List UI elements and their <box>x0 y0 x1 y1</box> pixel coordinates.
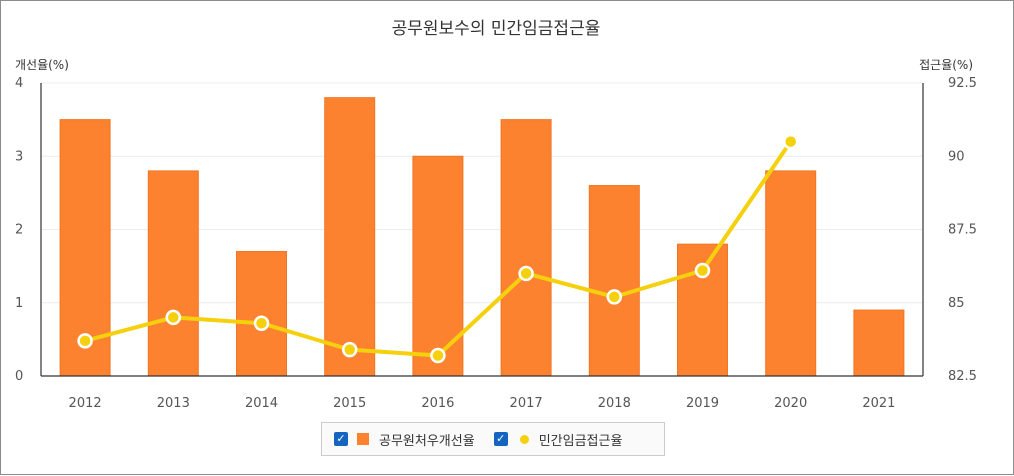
legend-label-bar: 공무원처우개선율 <box>379 433 475 449</box>
left-tick-label: 2 <box>15 223 23 238</box>
line-point-2014 <box>253 315 270 332</box>
x-tick-label: 2016 <box>421 396 454 411</box>
x-tick-label: 2013 <box>157 396 190 411</box>
legend-item-bar[interactable]: ✓ 공무원처우개선율 <box>334 430 475 449</box>
legend-swatch-line <box>519 434 529 444</box>
line-point-2016 <box>430 347 446 364</box>
right-tick-label: 90 <box>948 149 965 164</box>
bar-2017 <box>500 119 552 377</box>
line-point-2012 <box>77 333 93 349</box>
x-tick-label: 2021 <box>862 396 895 411</box>
legend-item-line[interactable]: ✓ 민간임금접근율 <box>493 430 623 449</box>
x-tick-label: 2020 <box>774 396 807 411</box>
bar-2018 <box>588 185 640 377</box>
bar-2020 <box>765 170 817 377</box>
line-point-2019 <box>694 262 711 279</box>
chart-title: 공무원보수의 민간임금접근율 <box>392 19 601 39</box>
bar-2021 <box>853 309 905 377</box>
legend-swatch-bar <box>357 433 369 445</box>
legend-checkbox-bar[interactable]: ✓ <box>334 432 348 446</box>
legend-label-line: 민간임금접근율 <box>538 433 623 449</box>
left-tick-label: 3 <box>15 149 23 164</box>
left-tick-label: 0 <box>15 369 23 384</box>
x-tick-label: 2012 <box>69 396 102 411</box>
bar-2015 <box>324 97 376 377</box>
x-tick-label: 2019 <box>686 396 719 411</box>
bar-2016 <box>412 155 464 377</box>
x-tick-label: 2017 <box>510 396 543 411</box>
line-point-2013 <box>165 309 182 326</box>
right-tick-label: 85 <box>948 296 965 311</box>
left-tick-label: 1 <box>15 296 23 311</box>
line-point-2018 <box>606 289 623 305</box>
right-tick-label: 92.5 <box>948 76 977 91</box>
legend: ✓ 공무원처우개선율 ✓ 민간임금접근율 <box>321 422 665 456</box>
left-tick-label: 4 <box>15 76 23 91</box>
right-axis-label: 접근율(%) <box>919 58 973 72</box>
left-axis-label: 개선율(%) <box>15 58 69 72</box>
line-point-2015 <box>341 341 358 358</box>
x-tick-label: 2015 <box>333 396 366 411</box>
bar-2014 <box>236 250 287 377</box>
bar-2013 <box>147 170 199 377</box>
right-tick-label: 87.5 <box>948 223 977 238</box>
x-tick-label: 2014 <box>245 396 278 411</box>
line-point-2020 <box>782 133 799 150</box>
x-tick-label: 2018 <box>598 396 631 411</box>
line-point-2017 <box>518 265 534 282</box>
legend-checkbox-line[interactable]: ✓ <box>493 432 508 446</box>
right-tick-label: 82.5 <box>948 369 977 384</box>
